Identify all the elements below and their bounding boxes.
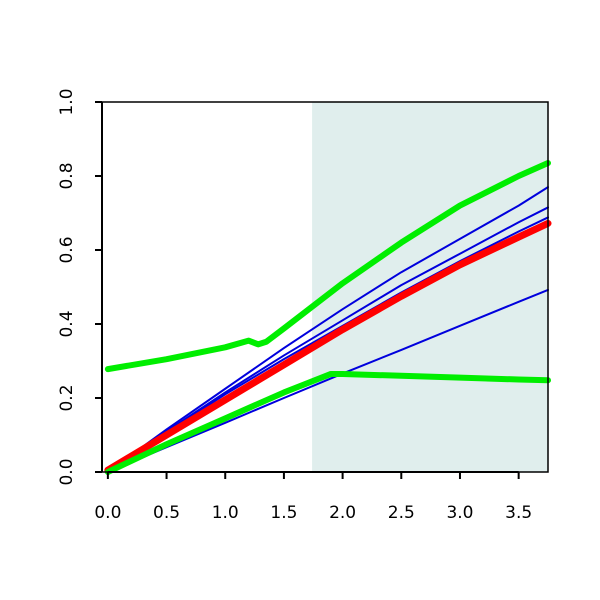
series-layer [104, 160, 552, 475]
y-tick-label: 0.4 [57, 310, 77, 337]
x-tick-label: 2.5 [388, 503, 415, 523]
x-tick-label: 1.0 [212, 503, 239, 523]
y-tick-label: 0.2 [57, 384, 77, 411]
series-line-5 [104, 219, 552, 474]
y-tick-label: 0.6 [57, 236, 77, 263]
x-tick-label: 3.0 [446, 503, 473, 523]
y-tick-label: 0.0 [57, 458, 77, 485]
shaded-region-layer [312, 102, 548, 472]
shaded-region [312, 102, 548, 472]
y-tick-label: 0.8 [57, 162, 77, 189]
axes-layer: 0.0 0.5 1.0 1.5 2.0 2.5 3.0 3.5 0.0 0.2 0.4 0.6 0.8 1… [57, 88, 532, 523]
x-tick-label: 1.5 [270, 503, 297, 523]
x-tick-label: 0.0 [94, 503, 121, 523]
x-tick-label: 2.0 [329, 503, 356, 523]
series-line-2 [106, 206, 549, 473]
series-line-7 [104, 370, 551, 475]
series-line-1 [106, 186, 549, 473]
x-tick-label: 0.5 [153, 503, 180, 523]
y-tick-label: 1.0 [57, 88, 77, 115]
x-tick-label: 3.5 [505, 503, 532, 523]
series-line-6 [104, 160, 551, 373]
